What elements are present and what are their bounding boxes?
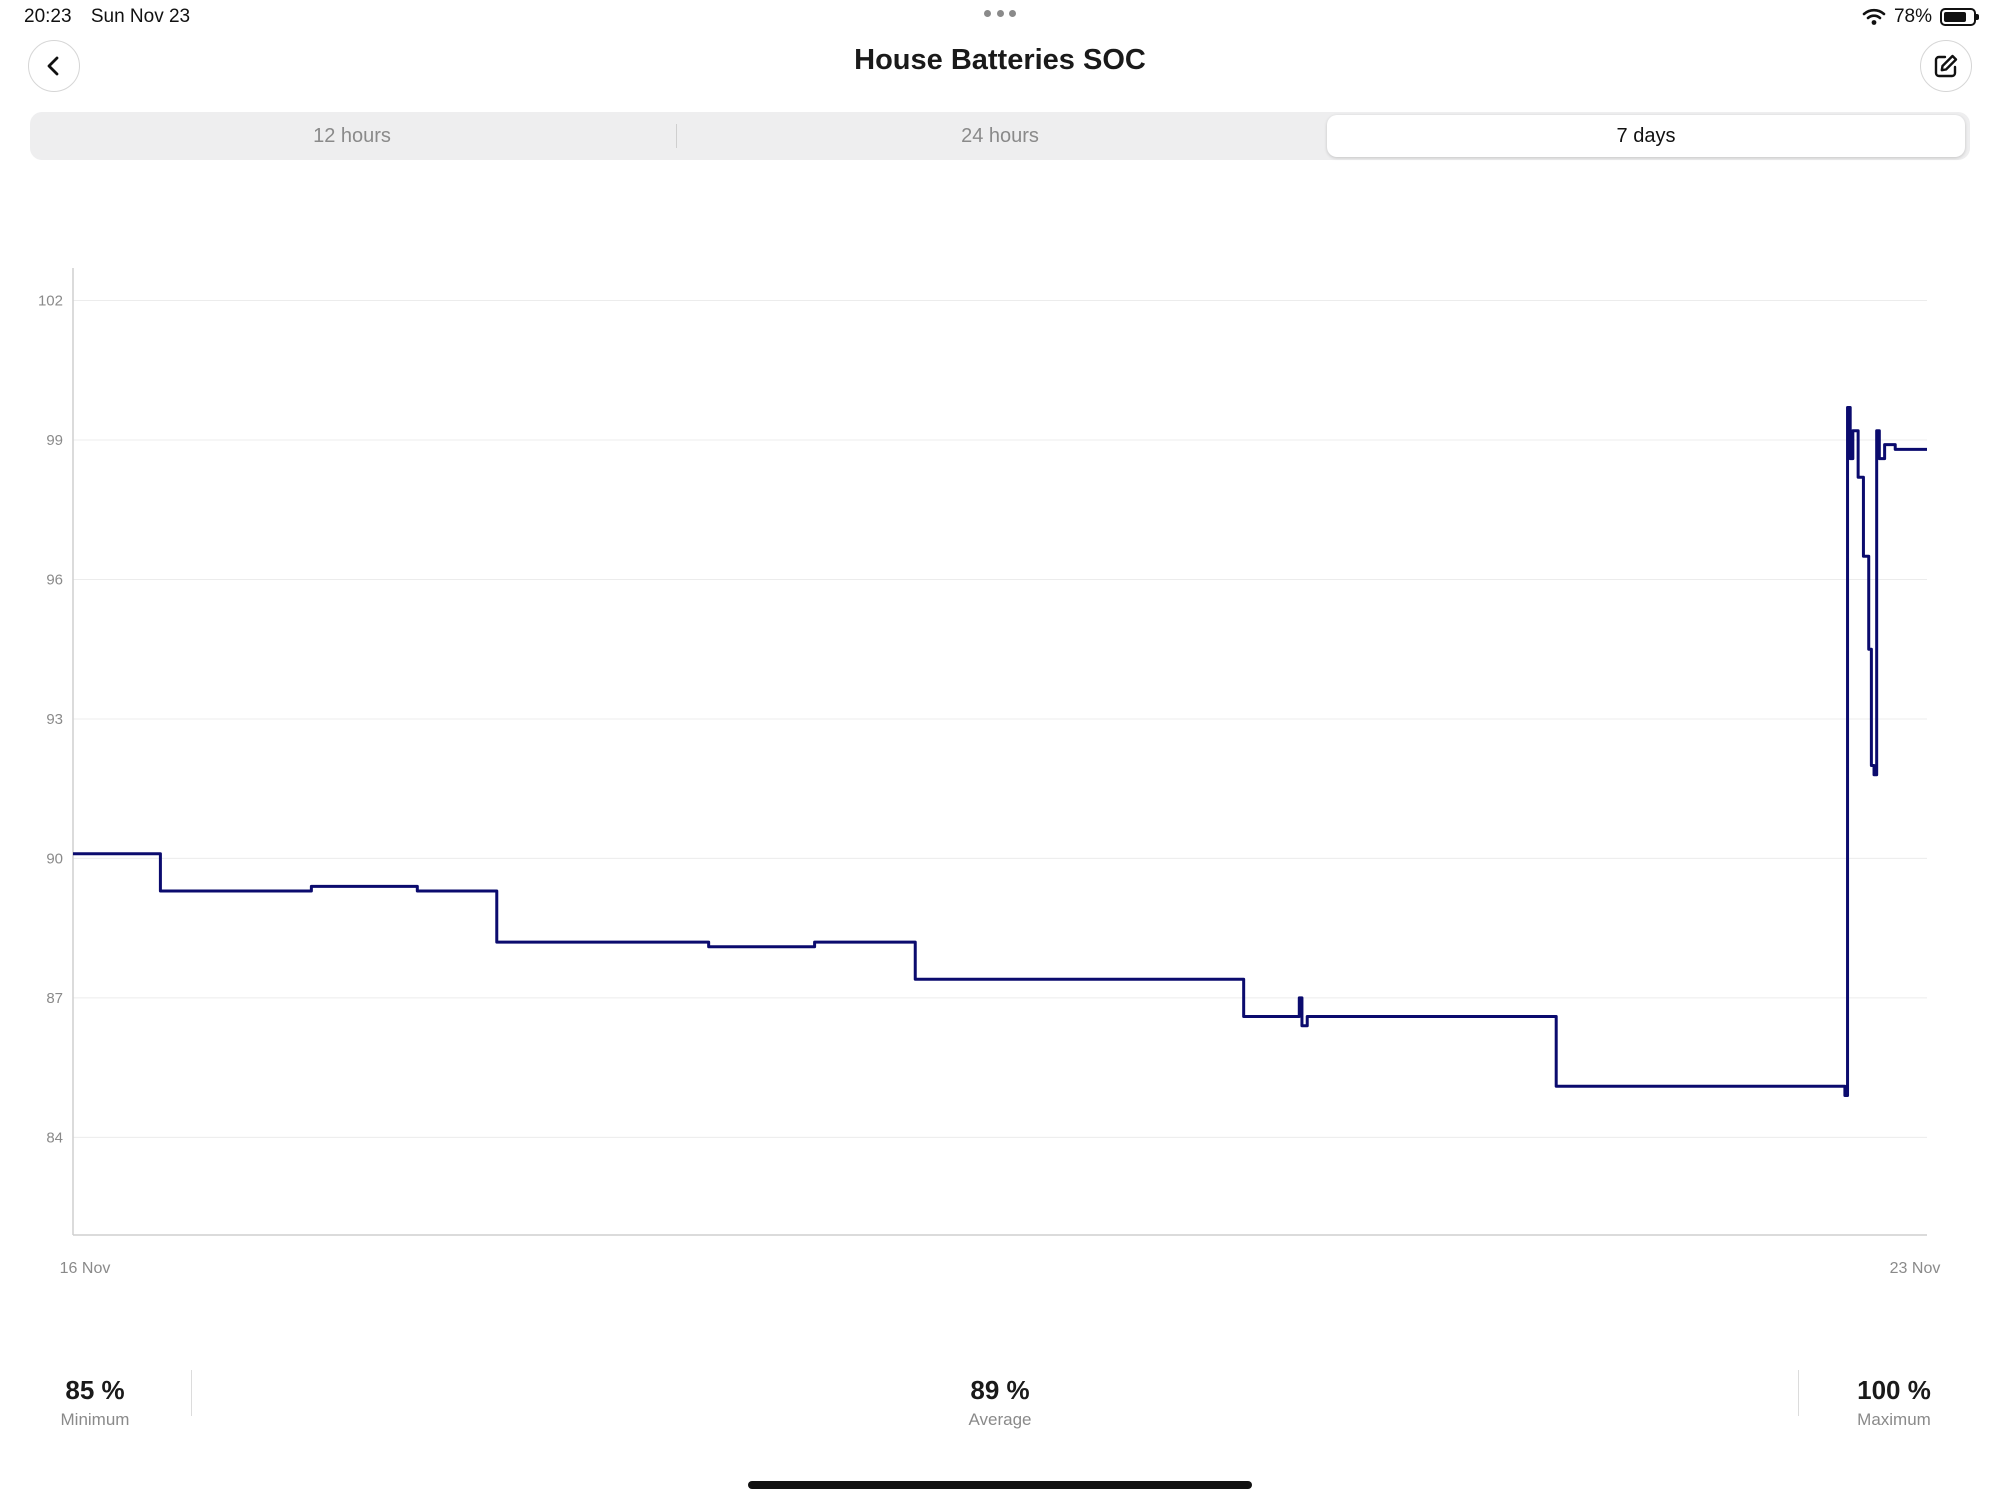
y-tick-label: 90 <box>46 850 63 867</box>
battery-percent: 78% <box>1893 6 1932 27</box>
edit-icon <box>1934 54 1958 78</box>
stat-divider <box>191 1370 192 1416</box>
y-tick-label: 99 <box>46 432 63 449</box>
range-segmented-control: 12 hours 24 hours 7 days <box>30 112 1970 160</box>
page-title: House Batteries SOC <box>854 44 1146 76</box>
stat-average-value: 89 % <box>970 1375 1030 1405</box>
stat-minimum-value: 85 % <box>65 1375 125 1405</box>
tab-24-hours[interactable]: 24 hours <box>961 125 1039 147</box>
y-tick-label: 93 <box>46 711 63 728</box>
series-line <box>73 405 1927 1098</box>
stat-maximum-label: Maximum <box>1857 1410 1931 1429</box>
status-time-date: 20:23 Sun Nov 23 <box>24 6 204 28</box>
status-right: 78% <box>1862 6 1979 28</box>
stat-maximum: 100 % Maximum <box>1844 1375 1944 1430</box>
status-bar: 20:23 Sun Nov 23 78% <box>0 0 2000 36</box>
tab-7-days[interactable]: 7 days <box>1327 115 1965 157</box>
chevron-left-icon <box>47 56 59 76</box>
stat-minimum-label: Minimum <box>60 1410 130 1429</box>
status-time: 20:23 <box>24 6 72 27</box>
y-tick-label: 96 <box>46 571 63 588</box>
wifi-icon <box>1862 8 1886 25</box>
home-indicator <box>748 1481 1252 1489</box>
x-tick-label: 23 Nov <box>1890 1260 1941 1277</box>
stat-divider <box>1798 1370 1799 1416</box>
y-tick-label: 84 <box>46 1129 63 1146</box>
stat-average-label: Average <box>968 1410 1032 1429</box>
stat-average: 89 % Average <box>950 1375 1050 1430</box>
battery-icon <box>1940 8 1979 26</box>
y-tick-label: 102 <box>38 293 63 310</box>
status-date: Sun Nov 23 <box>90 6 191 27</box>
soc-line-chart: 84 87 90 93 96 99 102 16 Nov 23 Nov <box>38 268 1941 1277</box>
more-dots-icon[interactable] <box>984 10 1016 20</box>
y-tick-label: 87 <box>46 990 63 1007</box>
tab-12-hours[interactable]: 12 hours <box>313 125 391 147</box>
back-button[interactable] <box>28 40 80 92</box>
tab-divider <box>676 124 677 148</box>
stat-maximum-value: 100 % <box>1857 1375 1931 1405</box>
stat-minimum: 85 % Minimum <box>50 1375 140 1430</box>
x-tick-label: 16 Nov <box>60 1260 111 1277</box>
edit-button[interactable] <box>1920 40 1972 92</box>
